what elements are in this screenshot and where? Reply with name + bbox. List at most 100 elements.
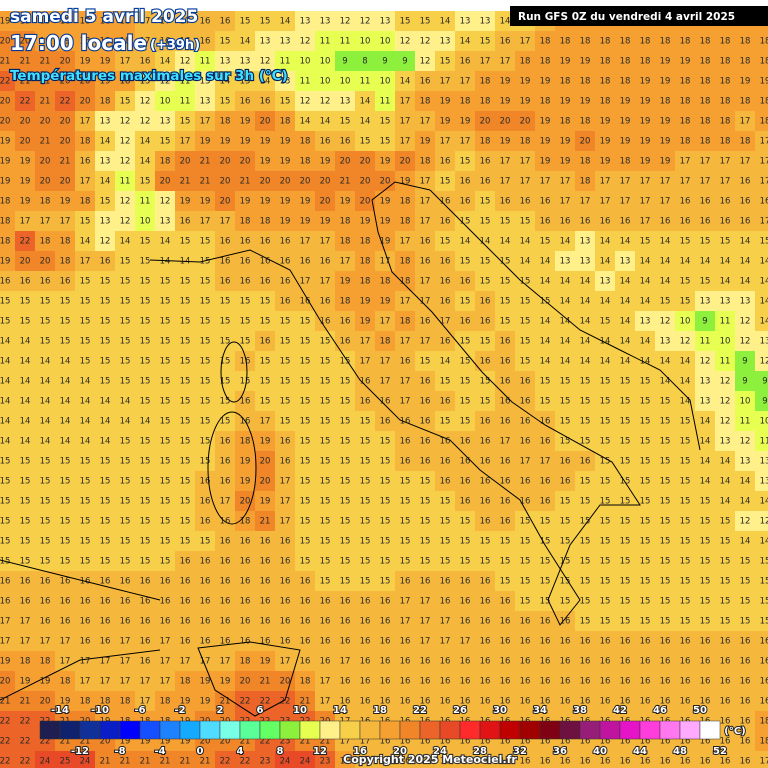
- temperature-value: 16: [580, 757, 591, 767]
- temperature-value: 14: [580, 337, 591, 347]
- temperature-value: 15: [440, 377, 451, 387]
- temperature-value: 17: [420, 617, 431, 627]
- temperature-value: 14: [40, 377, 51, 387]
- temperature-cell: [695, 491, 715, 511]
- temperature-value: 19: [500, 137, 511, 147]
- temperature-value: 21: [200, 177, 211, 187]
- temperature-cell: [735, 511, 755, 531]
- temperature-value: 17: [400, 117, 411, 127]
- temperature-cell: [235, 71, 255, 91]
- temperature-value: 14: [700, 417, 711, 427]
- temperature-value: 22: [20, 97, 31, 107]
- temperature-value: 16: [660, 657, 671, 667]
- temperature-value: 19: [280, 157, 291, 167]
- temperature-value: 18: [300, 137, 311, 147]
- temperature-cell: [15, 11, 35, 31]
- temperature-value: 13: [740, 297, 751, 307]
- temperature-cell: [355, 31, 375, 51]
- temperature-value: 15: [440, 237, 451, 247]
- temperature-value: 15: [620, 377, 631, 387]
- temperature-cell: [135, 391, 155, 411]
- temperature-value: 20: [400, 157, 411, 167]
- temperature-value: 16: [220, 577, 231, 587]
- legend-tick-label: -2: [174, 705, 185, 716]
- temperature-cell: [435, 491, 455, 511]
- temperature-cell: [635, 111, 655, 131]
- temperature-value: 20: [60, 137, 71, 147]
- temperature-value: 15: [520, 517, 531, 527]
- temperature-value: 19: [220, 677, 231, 687]
- temperature-cell: [235, 471, 255, 491]
- temperature-cell: [95, 211, 115, 231]
- temperature-value: 15: [80, 297, 91, 307]
- temperature-value: 15: [580, 537, 591, 547]
- temperature-value: 15: [420, 17, 431, 27]
- temperature-value: 14: [0, 357, 10, 367]
- temperature-value: 12: [720, 397, 731, 407]
- temperature-cell: [315, 91, 335, 111]
- temperature-value: 15: [320, 577, 331, 587]
- temperature-cell: [15, 251, 35, 271]
- temperature-value: 19: [440, 97, 451, 107]
- temperature-cell: [575, 231, 595, 251]
- temperature-value: 15: [140, 277, 151, 287]
- temperature-cell: [475, 91, 495, 111]
- temperature-value: 16: [360, 677, 371, 687]
- temperature-value: 14: [680, 397, 691, 407]
- temperature-value: 15: [620, 597, 631, 607]
- temperature-value: 16: [400, 677, 411, 687]
- temperature-value: 14: [580, 297, 591, 307]
- temperature-value: 16: [480, 597, 491, 607]
- temperature-cell: [295, 131, 315, 151]
- temperature-value: 20: [320, 197, 331, 207]
- temperature-value: 14: [760, 277, 768, 287]
- temperature-cell: [515, 331, 535, 351]
- temperature-cell: [615, 111, 635, 131]
- temperature-cell: [655, 191, 675, 211]
- temperature-cell: [375, 51, 395, 71]
- temperature-cell: [575, 191, 595, 211]
- temperature-value: 16: [580, 637, 591, 647]
- temperature-value: 16: [360, 397, 371, 407]
- temperature-cell: [755, 351, 768, 371]
- temperature-cell: [35, 171, 55, 191]
- temperature-cell: [235, 11, 255, 31]
- temperature-value: 17: [400, 137, 411, 147]
- temperature-cell: [55, 411, 75, 431]
- temperature-cell: [15, 411, 35, 431]
- temperature-cell: [715, 451, 735, 471]
- temperature-value: 21: [0, 57, 10, 67]
- temperature-cell: [215, 11, 235, 31]
- temperature-cell: [715, 531, 735, 551]
- temperature-cell: [395, 551, 415, 571]
- temperature-cell: [335, 531, 355, 551]
- temperature-value: 18: [20, 657, 31, 667]
- temperature-cell: [355, 351, 375, 371]
- temperature-cell: [535, 311, 555, 331]
- temperature-value: 15: [0, 317, 10, 327]
- temperature-value: 20: [580, 137, 591, 147]
- temperature-cell: [0, 31, 15, 51]
- temperature-cell: [515, 31, 535, 51]
- temperature-value: 25: [60, 757, 71, 767]
- temperature-value: 13: [700, 377, 711, 387]
- temperature-value: 18: [520, 137, 531, 147]
- temperature-value: 15: [720, 557, 731, 567]
- temperature-cell: [635, 311, 655, 331]
- temperature-value: 15: [100, 477, 111, 487]
- temperature-value: 17: [280, 657, 291, 667]
- temperature-value: 16: [500, 457, 511, 467]
- temperature-value: 15: [120, 337, 131, 347]
- temperature-cell: [615, 171, 635, 191]
- temperature-cell: [615, 471, 635, 491]
- temperature-cell: [675, 191, 695, 211]
- temperature-value: 16: [460, 477, 471, 487]
- temperature-cell: [555, 331, 575, 351]
- temperature-value: 15: [640, 537, 651, 547]
- temperature-value: 15: [600, 477, 611, 487]
- temperature-value: 20: [0, 117, 10, 127]
- temperature-cell: [395, 231, 415, 251]
- temperature-value: 17: [440, 137, 451, 147]
- temperature-cell: [515, 171, 535, 191]
- temperature-cell: [455, 291, 475, 311]
